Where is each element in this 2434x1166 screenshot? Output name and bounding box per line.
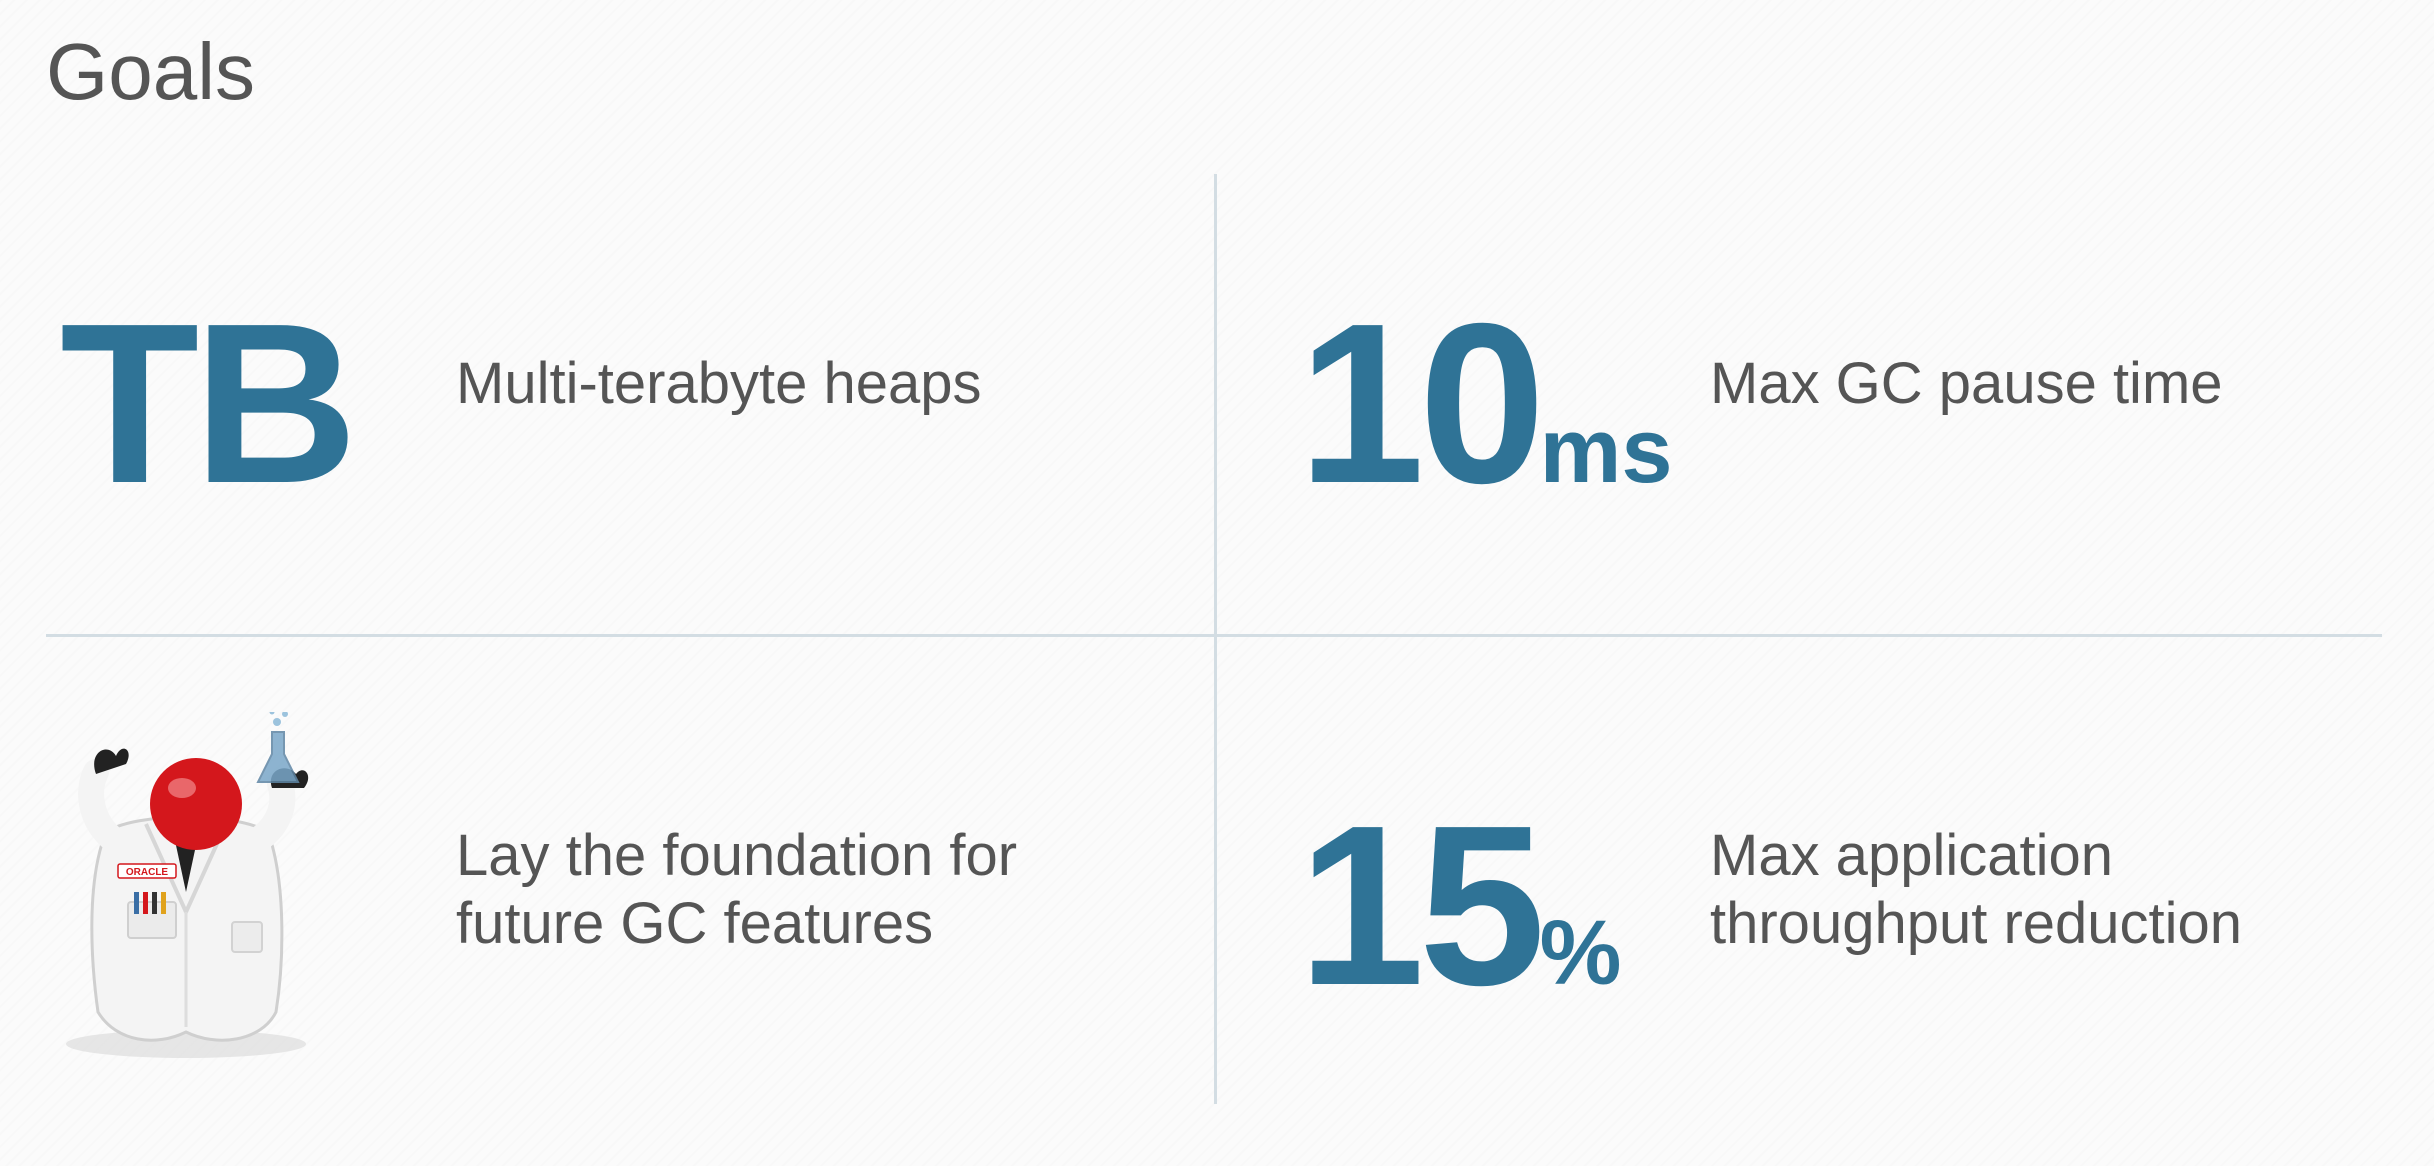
goal-pause-description: Max GC pause time <box>1710 350 2223 418</box>
goal-throughput-unit: % <box>1539 902 1622 1004</box>
goal-pause-value: 10ms <box>1298 290 1673 518</box>
goal-pause-number: 10 <box>1298 277 1546 531</box>
goal-pause-unit: ms <box>1539 400 1673 502</box>
mascot-badge-text: ORACLE <box>126 867 169 878</box>
goal-throughput-description-line-1: Max application <box>1710 823 2113 888</box>
goal-tb-description: Multi-terabyte heaps <box>456 350 981 418</box>
vertical-divider <box>1214 174 1217 1104</box>
goal-throughput-description-line-2: throughput reduction <box>1710 891 2243 956</box>
goal-tb-description-line: Multi-terabyte heaps <box>456 351 982 416</box>
goal-throughput-number: 15 <box>1298 779 1546 1033</box>
goal-tb-value: TB <box>60 290 358 518</box>
goal-foundation-description-line-1: Lay the foundation for <box>456 823 1018 888</box>
goal-foundation-description-line-2: future GC features <box>456 891 934 956</box>
goal-throughput-description: Max application throughput reduction <box>1710 822 2242 958</box>
goal-pause-description-line: Max GC pause time <box>1710 351 2223 416</box>
horizontal-divider <box>46 634 2382 637</box>
goal-throughput-value: 15% <box>1298 792 1621 1020</box>
lab-scientist-mascot-icon: ORACLE <box>66 712 309 1058</box>
slide-title: Goals <box>46 27 255 116</box>
goal-foundation-description: Lay the foundation for future GC feature… <box>456 822 1017 958</box>
goal-tb-number: TB <box>60 277 358 531</box>
